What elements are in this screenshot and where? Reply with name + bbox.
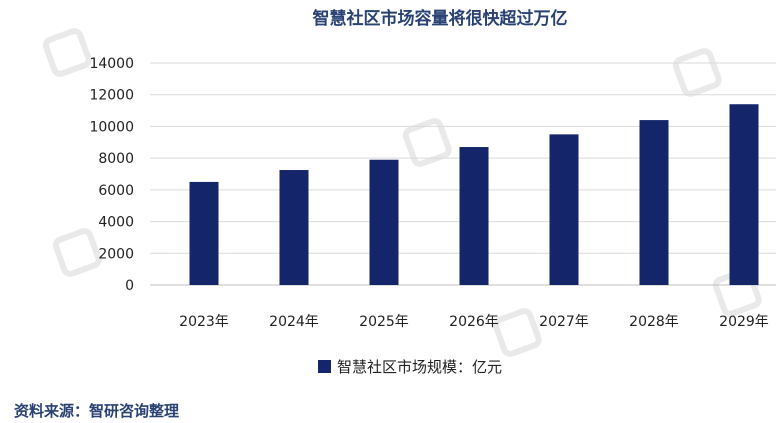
x-tick-label: 2026年	[449, 314, 499, 330]
y-tick-label: 2000	[98, 246, 134, 262]
y-tick-label: 12000	[89, 88, 134, 104]
x-tick-label: 2028年	[629, 314, 679, 330]
source-note: 资料来源：智研咨询整理	[14, 402, 179, 420]
y-tick-label: 8000	[98, 151, 134, 167]
bar	[279, 170, 309, 285]
x-tick-label: 2023年	[179, 314, 229, 330]
watermark-layer	[42, 28, 762, 357]
x-tick-label: 2027年	[539, 314, 589, 330]
y-tick-label: 6000	[98, 183, 134, 199]
legend-swatch	[318, 360, 331, 373]
x-tick-label: 2024年	[269, 314, 319, 330]
y-tick-label: 4000	[98, 215, 134, 231]
x-tick-label: 2029年	[719, 314, 769, 330]
y-tick-label: 14000	[89, 56, 134, 72]
y-tick-label: 0	[125, 278, 134, 294]
watermark-mark	[492, 308, 542, 357]
legend: 智慧社区市场规模：亿元	[318, 358, 502, 376]
bar-series	[189, 104, 759, 285]
watermark-mark	[402, 118, 452, 167]
chart-title: 智慧社区市场容量将很快超过万亿	[313, 8, 568, 29]
x-axis: 2023年 2024年 2025年 2026年 2027年 2028年 2029年	[179, 314, 769, 330]
bar	[459, 147, 489, 285]
bar	[639, 120, 669, 285]
watermark-mark	[672, 48, 722, 97]
bar	[729, 104, 759, 285]
watermark-mark	[42, 28, 92, 77]
x-tick-label: 2025年	[359, 314, 409, 330]
bar	[549, 134, 579, 285]
y-axis: 0 2000 4000 6000 8000 10000 12000 14000	[89, 56, 134, 294]
y-tick-label: 10000	[89, 119, 134, 135]
bar	[189, 181, 219, 285]
legend-label: 智慧社区市场规模：亿元	[337, 358, 502, 376]
bar	[369, 159, 399, 285]
watermark-mark	[52, 228, 102, 277]
